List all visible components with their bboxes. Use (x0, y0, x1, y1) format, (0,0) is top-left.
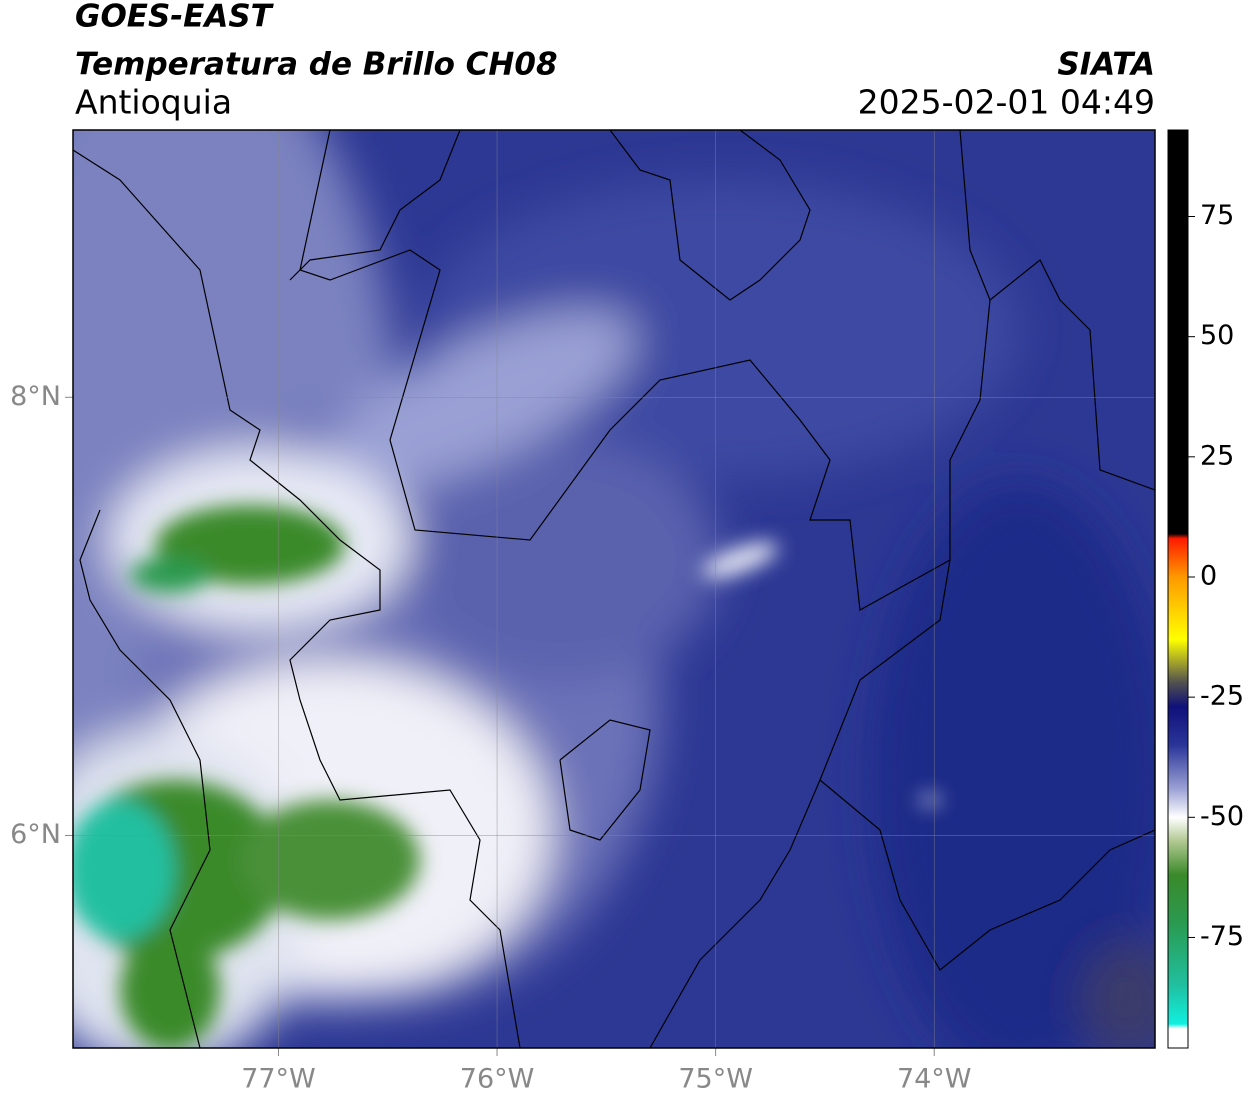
y-tick-label: 6°N (10, 819, 61, 850)
source: SIATA (1057, 47, 1155, 83)
borders (73, 130, 1155, 1048)
x-tick-label: 74°W (897, 1064, 972, 1095)
x-tick-label: 76°W (460, 1064, 535, 1095)
colorbar (1167, 129, 1189, 1049)
colorbar-tick-label: 50 (1200, 320, 1234, 351)
colorbar-tick-label: 75 (1200, 200, 1234, 231)
colorbar-tick-label: 25 (1200, 440, 1234, 471)
satellite: GOES-EAST (75, 0, 275, 35)
x-tick-label: 77°W (241, 1064, 316, 1095)
colorbar-tick-label: 0 (1200, 560, 1217, 591)
datetime: 2025-02-01 04:49 (858, 83, 1155, 122)
colorbar-tick-label: -75 (1200, 921, 1244, 952)
region: Antioquia (75, 83, 232, 122)
y-tick-label: 8°N (10, 381, 61, 412)
x-tick-label: 75°W (678, 1064, 753, 1095)
colorbar-tick-label: -25 (1200, 681, 1244, 712)
colorbar-tick-label: -50 (1200, 801, 1244, 832)
satellite-image (73, 130, 1155, 1048)
map-frame (72, 129, 1156, 1049)
product: Temperatura de Brillo CH08 (75, 47, 558, 83)
